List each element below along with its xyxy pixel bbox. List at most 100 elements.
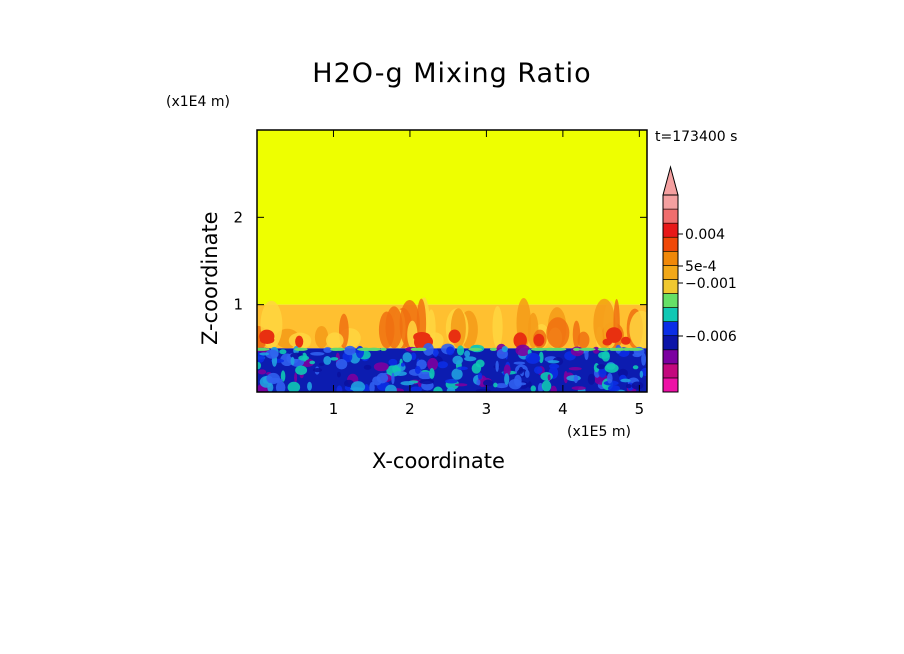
turbulence-blob <box>275 381 286 392</box>
plume-blob <box>326 332 344 349</box>
turbulence-blob <box>464 350 471 358</box>
y-tick-label: 1 <box>233 296 243 314</box>
interface-blob <box>489 347 497 351</box>
x-tick-label: 3 <box>482 400 492 418</box>
turbulence-blob <box>598 367 607 378</box>
turbulence-blob <box>601 350 610 362</box>
interface-blob <box>330 347 340 351</box>
plume-blob <box>385 306 403 349</box>
turbulence-blob <box>508 378 522 390</box>
turbulence-blob <box>373 362 389 372</box>
plume-core <box>602 338 613 346</box>
plot-frame <box>256 129 648 393</box>
colorbar-label: −0.001 <box>685 276 737 292</box>
turbulence-blob <box>280 353 294 367</box>
turbulence-blob <box>495 383 508 389</box>
interface-blob <box>599 347 610 351</box>
turbulence-blob <box>477 372 483 380</box>
turbulence-blob <box>573 374 578 384</box>
x-tick-label: 4 <box>558 400 568 418</box>
interface-blob <box>578 347 596 351</box>
turbulence-blob <box>257 361 262 370</box>
plume-core <box>533 333 545 347</box>
turbulence-blob <box>259 352 270 356</box>
colorbar: 0.004 5e-4−0.001 −0.006 <box>662 165 737 393</box>
turbulence-blob <box>280 370 286 382</box>
turbulence-blob <box>533 366 543 374</box>
turbulence-blob <box>547 374 551 381</box>
turbulence-blob <box>433 348 439 358</box>
plume-blob <box>492 305 503 349</box>
turbulence-blob <box>476 379 481 386</box>
turbulence-blob <box>294 372 298 383</box>
turbulence-blob <box>437 361 448 369</box>
chart-title: H2O-g Mixing Ratio <box>312 58 592 89</box>
x-axis-label: X-coordinate <box>372 449 505 473</box>
interface-blob <box>419 347 427 351</box>
turbulence-blob <box>343 345 356 356</box>
turbulence-blob <box>307 381 312 391</box>
turbulence-blob <box>606 373 613 384</box>
turbulence-blob <box>568 367 582 371</box>
plume-core <box>259 329 275 343</box>
turbulence-blob <box>444 379 458 384</box>
x-tick-label: 1 <box>329 400 339 418</box>
turbulence-blob <box>604 363 619 373</box>
colorbar-swatch <box>662 236 679 252</box>
turbulence-blob <box>632 365 639 370</box>
turbulence-blob <box>464 356 477 362</box>
turbulence-blob <box>429 367 435 379</box>
turbulence-blob <box>309 360 316 365</box>
turbulence-blob <box>376 372 389 384</box>
interface-blob <box>468 347 483 351</box>
plume-blob <box>314 325 329 349</box>
turbulence-blob <box>592 346 600 354</box>
plume-blob <box>572 320 581 349</box>
colorbar-swatch <box>662 265 679 280</box>
turbulence-blob <box>513 361 526 365</box>
y-axis-unit: (x1E4 m) <box>166 94 230 110</box>
turbulence-blob <box>446 346 455 356</box>
plume-blob <box>577 331 590 349</box>
turbulence-blob <box>584 349 589 361</box>
turbulence-blob <box>363 364 372 370</box>
turbulence-blob <box>527 381 532 389</box>
turbulence-blob <box>427 357 439 371</box>
turbulence-blob <box>414 365 421 374</box>
colorbar-swatch <box>662 194 679 210</box>
turbulence-blob <box>471 363 482 374</box>
turbulence-blob <box>410 352 417 361</box>
interface-blob <box>257 347 270 351</box>
turbulence-blob <box>504 373 510 385</box>
turbulence-blob <box>258 369 267 375</box>
colorbar-swatch <box>662 363 679 379</box>
turbulence-blob <box>418 371 433 380</box>
turbulence-blob <box>563 371 568 384</box>
turbulence-blob <box>394 371 407 376</box>
turbulence-blob <box>503 364 511 377</box>
turbulence-blob <box>410 386 423 392</box>
turbulence-blob <box>596 364 606 370</box>
turbulence-blob <box>639 370 644 378</box>
plume-blob <box>546 317 570 349</box>
y-tick-label: 2 <box>233 208 243 226</box>
turbulence-blob <box>312 368 323 373</box>
colorbar-extend-arrow <box>662 165 679 196</box>
interface-blob <box>357 347 373 351</box>
turbulence-blob <box>549 363 560 369</box>
turbulence-blob <box>620 378 631 383</box>
turbulence-blob <box>323 356 332 365</box>
turbulence-blob <box>330 357 339 361</box>
turbulence-blob <box>336 385 343 392</box>
turbulence-blob <box>402 352 412 363</box>
colorbar-swatch <box>662 335 679 351</box>
turbulence-blob <box>625 383 632 389</box>
turbulence-blob <box>495 360 499 372</box>
turbulence-blob <box>446 387 456 392</box>
turbulence-blob <box>290 356 295 366</box>
turbulence-blob <box>279 349 287 355</box>
turbulence-blob <box>603 380 619 386</box>
turbulence-blob <box>388 358 398 366</box>
turbulence-blob <box>287 381 301 392</box>
